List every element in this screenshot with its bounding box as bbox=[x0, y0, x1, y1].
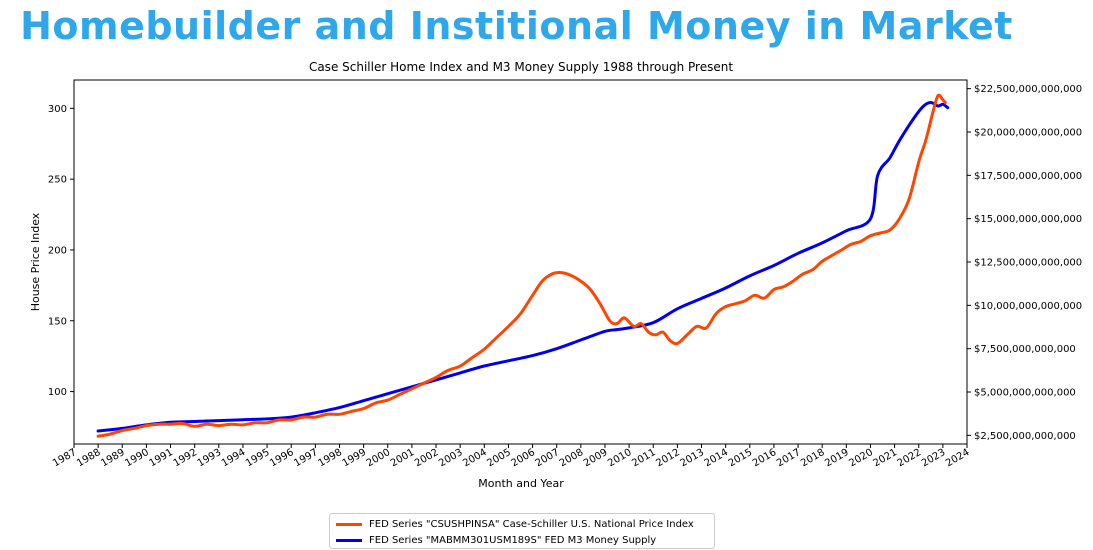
x-tick-label: 2018 bbox=[799, 447, 827, 469]
legend-swatch-case-schiller bbox=[336, 522, 362, 526]
x-tick-label: 2003 bbox=[437, 447, 465, 469]
y2-tick-label: $12,500,000,000,000 bbox=[974, 258, 1082, 269]
series-lines bbox=[96, 93, 950, 438]
y-axis-right: $2,500,000,000,000 $5,000,000,000,000 $7,5… bbox=[967, 84, 1082, 442]
x-tick-label: 1989 bbox=[99, 447, 127, 469]
legend-label-m3: FED Series "MABMM301USM189S" FED M3 Mone… bbox=[369, 534, 657, 546]
x-tick-label: 2017 bbox=[775, 447, 803, 469]
y2-tick-label: $2,500,000,000,000 bbox=[974, 431, 1076, 442]
x-tick-label: 2021 bbox=[872, 447, 900, 469]
legend-label-case-schiller: FED Series "CSUSHPINSA" Case-Schiller U.… bbox=[369, 518, 694, 530]
x-tick-label: 2010 bbox=[606, 447, 634, 469]
x-axis: 1987198819891990199119921993199419951996… bbox=[51, 444, 972, 469]
y-tick-label: 100 bbox=[48, 387, 67, 398]
y2-tick-label: $22,500,000,000,000 bbox=[974, 84, 1082, 95]
y2-tick-label: $20,000,000,000,000 bbox=[974, 128, 1082, 139]
y2-tick-label: $17,500,000,000,000 bbox=[974, 171, 1082, 182]
x-tick-label: 2004 bbox=[461, 447, 489, 469]
x-tick-label: 1998 bbox=[316, 447, 344, 469]
x-tick-label: 1993 bbox=[196, 447, 224, 469]
x-tick-label: 2001 bbox=[389, 447, 417, 469]
x-tick-label: 2008 bbox=[558, 447, 586, 469]
legend-entry-case-schiller: FED Series "CSUSHPINSA" Case-Schiller U.… bbox=[336, 516, 708, 532]
y2-tick-label: $10,000,000,000,000 bbox=[974, 301, 1082, 312]
y2-tick-label: $15,000,000,000,000 bbox=[974, 214, 1082, 225]
x-tick-label: 2012 bbox=[654, 447, 682, 469]
y-axis-left: 100 150 200 250 300 bbox=[48, 104, 74, 398]
y-tick-label: 200 bbox=[48, 245, 67, 256]
x-tick-label: 1996 bbox=[268, 447, 296, 469]
x-tick-label: 2014 bbox=[703, 447, 731, 469]
legend-swatch-m3 bbox=[336, 538, 362, 542]
page-title: Homebuilder and Institional Money in Mar… bbox=[20, 4, 1013, 48]
x-tick-label: 1999 bbox=[341, 447, 369, 469]
x-tick-label: 2006 bbox=[510, 447, 538, 469]
y-tick-label: 150 bbox=[48, 316, 67, 327]
x-tick-label: 1997 bbox=[292, 447, 320, 469]
y-axis-label: House Price Index bbox=[29, 212, 42, 311]
y2-tick-label: $5,000,000,000,000 bbox=[974, 388, 1076, 399]
x-tick-label: 2005 bbox=[485, 447, 513, 469]
x-tick-label: 1990 bbox=[123, 447, 151, 469]
x-tick-label: 2024 bbox=[944, 447, 972, 469]
x-tick-label: 1992 bbox=[172, 447, 200, 469]
plot-frame bbox=[73, 79, 968, 445]
x-tick-label: 2011 bbox=[630, 447, 658, 469]
x-axis-label: Month and Year bbox=[478, 477, 564, 490]
legend: FED Series "CSUSHPINSA" Case-Schiller U.… bbox=[329, 513, 715, 549]
x-tick-label: 2023 bbox=[920, 447, 948, 469]
x-tick-label: 1987 bbox=[51, 447, 79, 469]
legend-entry-m3: FED Series "MABMM301USM189S" FED M3 Mone… bbox=[336, 532, 708, 548]
x-tick-label: 2002 bbox=[413, 447, 441, 469]
x-tick-label: 2022 bbox=[896, 447, 924, 469]
y-tick-label: 250 bbox=[48, 175, 67, 186]
x-tick-label: 2000 bbox=[365, 447, 393, 469]
x-tick-label: 2016 bbox=[751, 447, 779, 469]
chart-title: Case Schiller Home Index and M3 Money Su… bbox=[309, 60, 733, 74]
series-line-m3 bbox=[96, 101, 950, 433]
x-tick-label: 1995 bbox=[244, 447, 272, 469]
x-tick-label: 2015 bbox=[727, 447, 755, 469]
x-tick-label: 1994 bbox=[220, 447, 248, 469]
x-tick-label: 1988 bbox=[75, 447, 103, 469]
y2-tick-label: $7,500,000,000,000 bbox=[974, 344, 1076, 355]
x-tick-label: 2020 bbox=[847, 447, 875, 469]
x-tick-label: 2009 bbox=[582, 447, 610, 469]
series-line-case-schiller bbox=[96, 93, 947, 438]
x-tick-label: 2013 bbox=[678, 447, 706, 469]
y-tick-label: 300 bbox=[48, 104, 67, 115]
chart: Case Schiller Home Index and M3 Money Su… bbox=[29, 60, 1082, 490]
x-tick-label: 1991 bbox=[147, 447, 175, 469]
x-tick-label: 2007 bbox=[534, 447, 562, 469]
x-tick-label: 2019 bbox=[823, 447, 851, 469]
